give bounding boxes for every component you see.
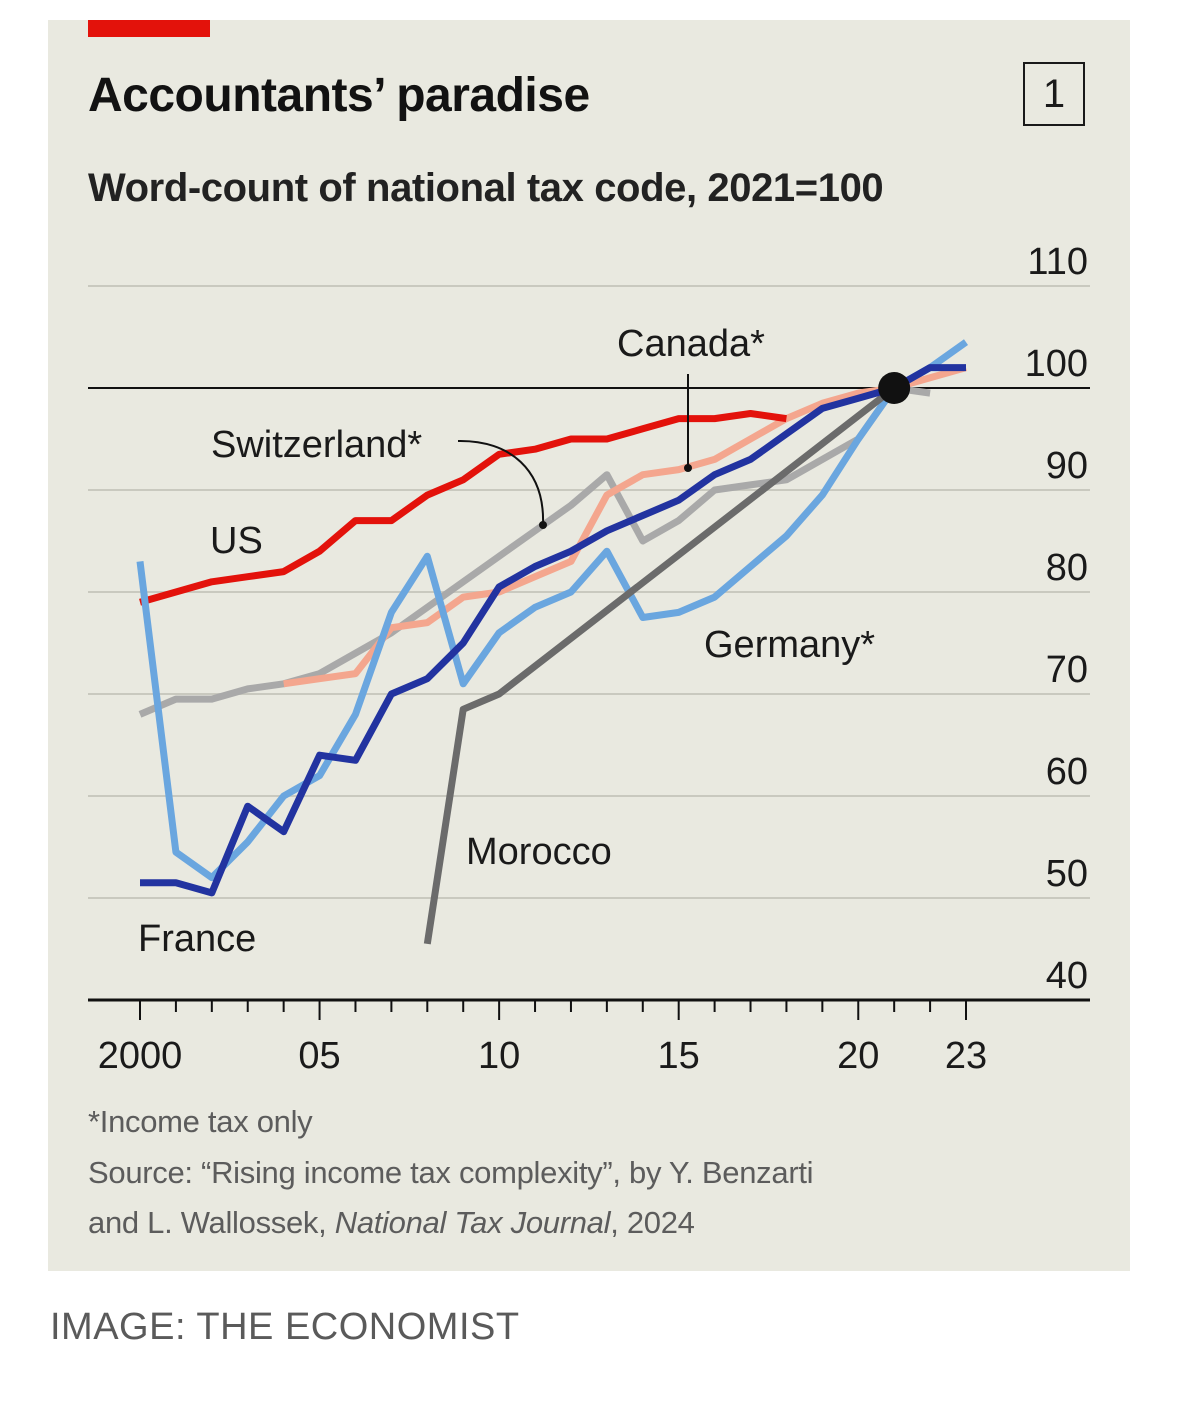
switzerland-pointer-dot bbox=[539, 521, 547, 529]
source-line-2: and L. Wallossek, National Tax Journal, … bbox=[88, 1205, 695, 1241]
base-year-reference-dot bbox=[878, 372, 911, 404]
y-tick-label: 60 bbox=[1046, 751, 1088, 793]
x-tick-label: 23 bbox=[945, 1035, 987, 1077]
chart-title: Accountants’ paradise bbox=[88, 69, 590, 122]
x-axis: 2000 05 10 15 20 23 bbox=[88, 998, 1090, 1077]
y-tick-label: 110 bbox=[1027, 241, 1088, 283]
series-label-germany: Germany* bbox=[704, 624, 875, 666]
x-tick-label: 10 bbox=[478, 1035, 520, 1077]
x-tick-label: 20 bbox=[837, 1035, 879, 1077]
source-line-1: Source: “Rising income tax complexity”, … bbox=[88, 1155, 814, 1190]
series-lines bbox=[136, 339, 969, 945]
series-line-germany bbox=[136, 339, 969, 882]
chart-panel bbox=[48, 20, 1130, 1271]
y-tick-label: 80 bbox=[1046, 547, 1088, 589]
series-label-switzerland: Switzerland* bbox=[211, 424, 422, 466]
source-year: , 2024 bbox=[610, 1205, 695, 1240]
series-line-us bbox=[139, 410, 787, 606]
y-tick-label: 90 bbox=[1046, 445, 1088, 487]
series-label-us: US bbox=[210, 520, 263, 562]
red-accent-tag bbox=[88, 20, 210, 37]
y-tick-label: 70 bbox=[1046, 649, 1088, 691]
series-label-france: France bbox=[138, 918, 256, 960]
series-line-morocco bbox=[423, 385, 897, 945]
chart-number-box: 1 bbox=[1023, 62, 1085, 126]
source-journal: National Tax Journal bbox=[334, 1205, 611, 1240]
line-chart: 40 50 60 70 80 90 100 110 2000 05 10 15 20 23 US Can… bbox=[88, 241, 1090, 1077]
series-line-switzerland bbox=[138, 384, 931, 718]
image-credit: IMAGE: THE ECONOMIST bbox=[50, 1306, 520, 1348]
y-tick-label: 40 bbox=[1046, 955, 1088, 997]
annotations bbox=[457, 372, 911, 529]
series-label-morocco: Morocco bbox=[466, 831, 612, 873]
y-tick-label: 50 bbox=[1046, 853, 1088, 895]
series-label-canada: Canada* bbox=[617, 323, 765, 365]
canada-pointer-dot bbox=[684, 464, 692, 472]
y-axis-tick-labels: 40 50 60 70 80 90 100 110 bbox=[1025, 241, 1088, 997]
x-tick-label: 2000 bbox=[98, 1035, 183, 1077]
source-authors: and L. Wallossek, bbox=[88, 1205, 335, 1240]
y-tick-label: 100 bbox=[1025, 343, 1088, 385]
x-tick-label: 15 bbox=[658, 1035, 700, 1077]
switzerland-pointer-line bbox=[457, 439, 545, 526]
chart-subtitle: Word-count of national tax code, 2021=10… bbox=[88, 166, 884, 210]
series-line-france bbox=[140, 364, 966, 897]
footnote: *Income tax only bbox=[88, 1104, 313, 1139]
series-line-canada bbox=[283, 364, 967, 688]
x-tick-label: 05 bbox=[298, 1035, 340, 1077]
